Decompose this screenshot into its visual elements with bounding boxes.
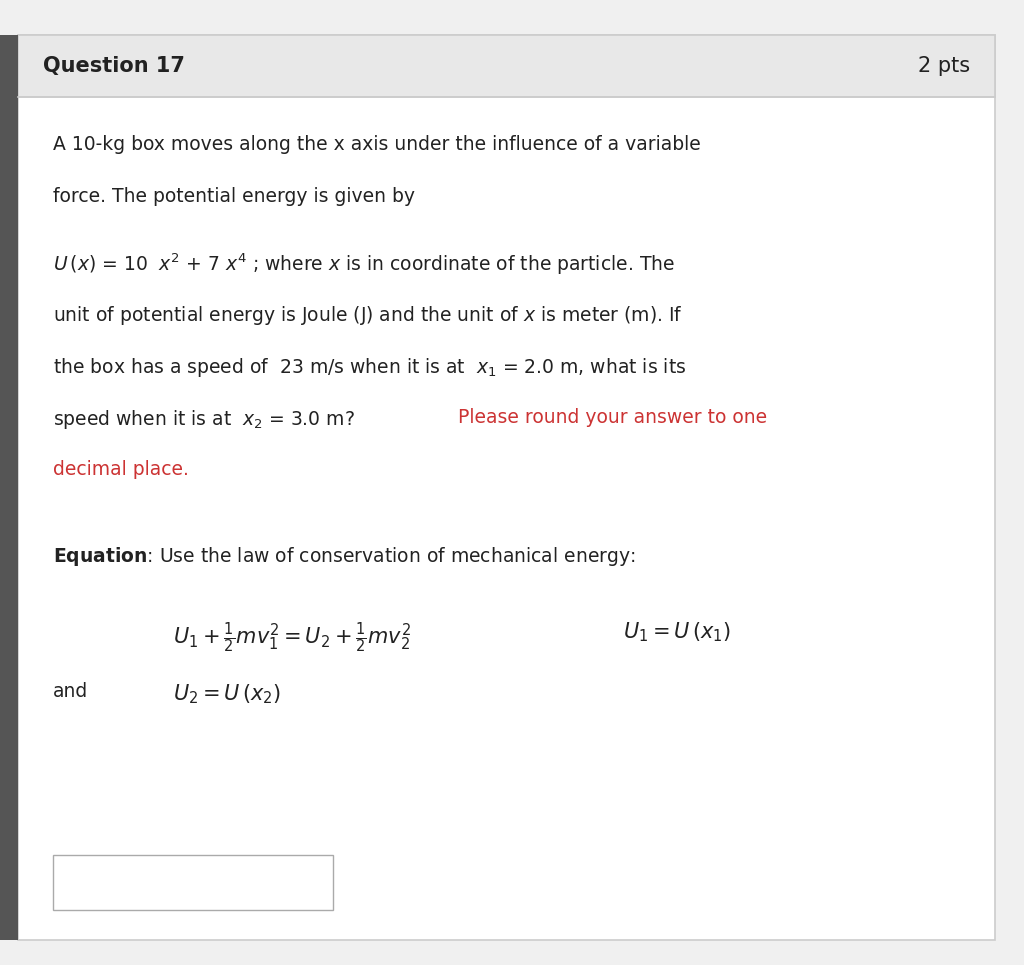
Text: the box has a speed of  23 m/s when it is at  $x_1$ = 2.0 m, what is its: the box has a speed of 23 m/s when it is… xyxy=(53,356,686,379)
Text: speed when it is at  $x_2$ = 3.0 m?: speed when it is at $x_2$ = 3.0 m? xyxy=(53,408,356,431)
Text: $U_2 = U\,(x_2)$: $U_2 = U\,(x_2)$ xyxy=(173,682,282,705)
Text: $U_1 + \frac{1}{2}mv_1^2 = U_2 + \frac{1}{2}mv_2^2$: $U_1 + \frac{1}{2}mv_1^2 = U_2 + \frac{1… xyxy=(173,620,412,654)
Text: $U_1 = U\,(x_1)$: $U_1 = U\,(x_1)$ xyxy=(623,620,731,644)
Text: 2 pts: 2 pts xyxy=(918,56,970,76)
Text: unit of potential energy is Joule (J) and the unit of $x$ is meter (m). If: unit of potential energy is Joule (J) an… xyxy=(53,304,683,327)
FancyBboxPatch shape xyxy=(53,855,333,910)
Text: decimal place.: decimal place. xyxy=(53,460,188,479)
Text: A 10-kg box moves along the x axis under the influence of a variable: A 10-kg box moves along the x axis under… xyxy=(53,135,700,154)
FancyBboxPatch shape xyxy=(18,35,995,97)
Text: force. The potential energy is given by: force. The potential energy is given by xyxy=(53,187,415,206)
Text: and: and xyxy=(53,682,88,701)
Text: $U\,(x)$ = 10  $x^2$ + 7 $x^4$ ; where $x$ is in coordinate of the particle. The: $U\,(x)$ = 10 $x^2$ + 7 $x^4$ ; where $x… xyxy=(53,252,675,278)
FancyBboxPatch shape xyxy=(18,35,995,940)
Bar xyxy=(0,35,18,940)
Text: Please round your answer to one: Please round your answer to one xyxy=(458,408,767,427)
Text: Question 17: Question 17 xyxy=(43,56,185,76)
Text: $\mathbf{Equation}$: Use the law of conservation of mechanical energy:: $\mathbf{Equation}$: Use the law of cons… xyxy=(53,545,635,568)
